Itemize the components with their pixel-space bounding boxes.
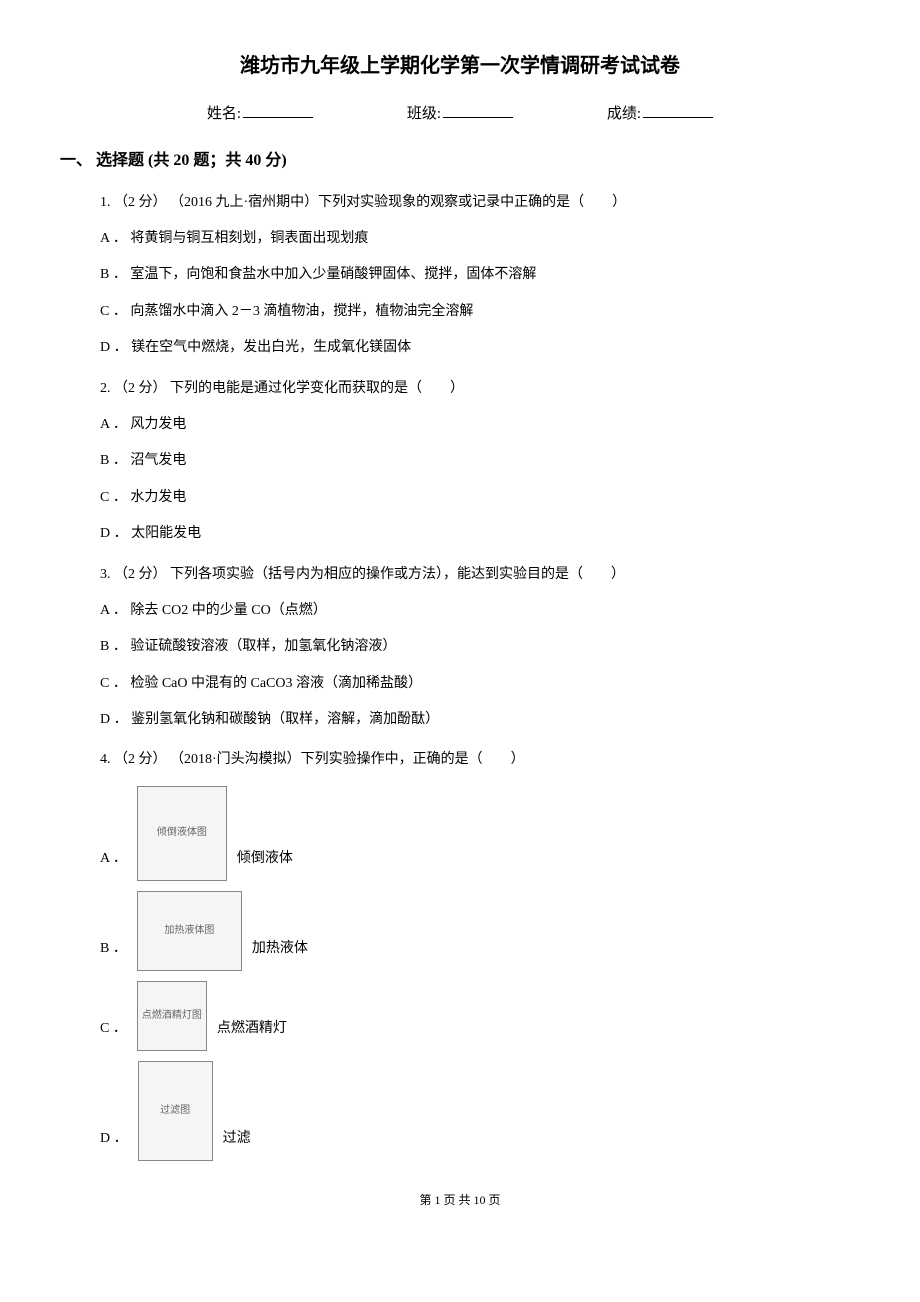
option-text: 加热液体 (252, 938, 308, 960)
option-text: 倾倒液体 (237, 848, 293, 870)
experiment-image: 过滤图 (138, 1061, 213, 1161)
question-stem: 1. （2 分） （2016 九上·宿州期中）下列对实验现象的观察或记录中正确的… (100, 192, 860, 214)
question-stem: 2. （2 分） 下列的电能是通过化学变化而获取的是（ ） (100, 378, 860, 400)
option-label: B ． (100, 938, 127, 960)
question-stem: 4. （2 分） （2018·门头沟模拟）下列实验操作中，正确的是（ ） (100, 749, 860, 771)
image-option: D ． 过滤图过滤 (100, 1061, 860, 1161)
section-header: 一、 选择题 (共 20 题；共 40 分) (60, 148, 860, 174)
score-field: 成绩: (607, 102, 713, 126)
exam-title: 潍坊市九年级上学期化学第一次学情调研考试试卷 (60, 50, 860, 82)
option-label: A ． (100, 848, 127, 870)
experiment-image: 倾倒液体图 (137, 786, 227, 881)
image-option: A ． 倾倒液体图倾倒液体 (100, 786, 860, 881)
question-stem: 3. （2 分） 下列各项实验（括号内为相应的操作或方法），能达到实验目的是（ … (100, 564, 860, 586)
image-option: C ． 点燃酒精灯图点燃酒精灯 (100, 981, 860, 1051)
page-footer: 第 1 页 共 10 页 (60, 1191, 860, 1210)
section-number: 一、 (60, 152, 92, 169)
option: B ． 室温下，向饱和食盐水中加入少量硝酸钾固体、搅拌，固体不溶解 (100, 264, 860, 286)
image-option: B ． 加热液体图加热液体 (100, 891, 860, 971)
experiment-image: 加热液体图 (137, 891, 242, 971)
option: C ． 检验 CaO 中混有的 CaCO3 溶液（滴加稀盐酸） (100, 673, 860, 695)
option: C ． 向蒸馏水中滴入 2－3 滴植物油，搅拌，植物油完全溶解 (100, 301, 860, 323)
question: 3. （2 分） 下列各项实验（括号内为相应的操作或方法），能达到实验目的是（ … (60, 564, 860, 732)
option: A ． 除去 CO2 中的少量 CO（点燃） (100, 600, 860, 622)
name-blank (243, 117, 313, 118)
experiment-image: 点燃酒精灯图 (137, 981, 207, 1051)
student-info-row: 姓名: 班级: 成绩: (60, 102, 860, 126)
option: D ． 镁在空气中燃烧，发出白光，生成氧化镁固体 (100, 337, 860, 359)
question: 2. （2 分） 下列的电能是通过化学变化而获取的是（ ） A ． 风力发电 B ．… (60, 378, 860, 546)
class-label: 班级: (407, 102, 441, 126)
class-field: 班级: (407, 102, 513, 126)
option: B ． 验证硫酸铵溶液（取样，加氢氧化钠溶液） (100, 636, 860, 658)
option-label: D ． (100, 1128, 128, 1150)
option-text: 过滤 (223, 1128, 251, 1150)
score-label: 成绩: (607, 102, 641, 126)
question: 4. （2 分） （2018·门头沟模拟）下列实验操作中，正确的是（ ） A ． 倾… (60, 749, 860, 1160)
option: D ． 鉴别氢氧化钠和碳酸钠（取样，溶解，滴加酚酞） (100, 709, 860, 731)
option-text: 点燃酒精灯 (217, 1018, 287, 1040)
option: A ． 将黄铜与铜互相刻划，铜表面出现划痕 (100, 228, 860, 250)
option: A ． 风力发电 (100, 414, 860, 436)
class-blank (443, 117, 513, 118)
section-detail: (共 20 题；共 40 分) (148, 152, 287, 169)
option-label: C ． (100, 1018, 127, 1040)
option: C ． 水力发电 (100, 487, 860, 509)
score-blank (643, 117, 713, 118)
name-label: 姓名: (207, 102, 241, 126)
question: 1. （2 分） （2016 九上·宿州期中）下列对实验现象的观察或记录中正确的… (60, 192, 860, 360)
option: B ． 沼气发电 (100, 450, 860, 472)
section-title: 选择题 (96, 152, 144, 169)
option: D ． 太阳能发电 (100, 523, 860, 545)
name-field: 姓名: (207, 102, 313, 126)
